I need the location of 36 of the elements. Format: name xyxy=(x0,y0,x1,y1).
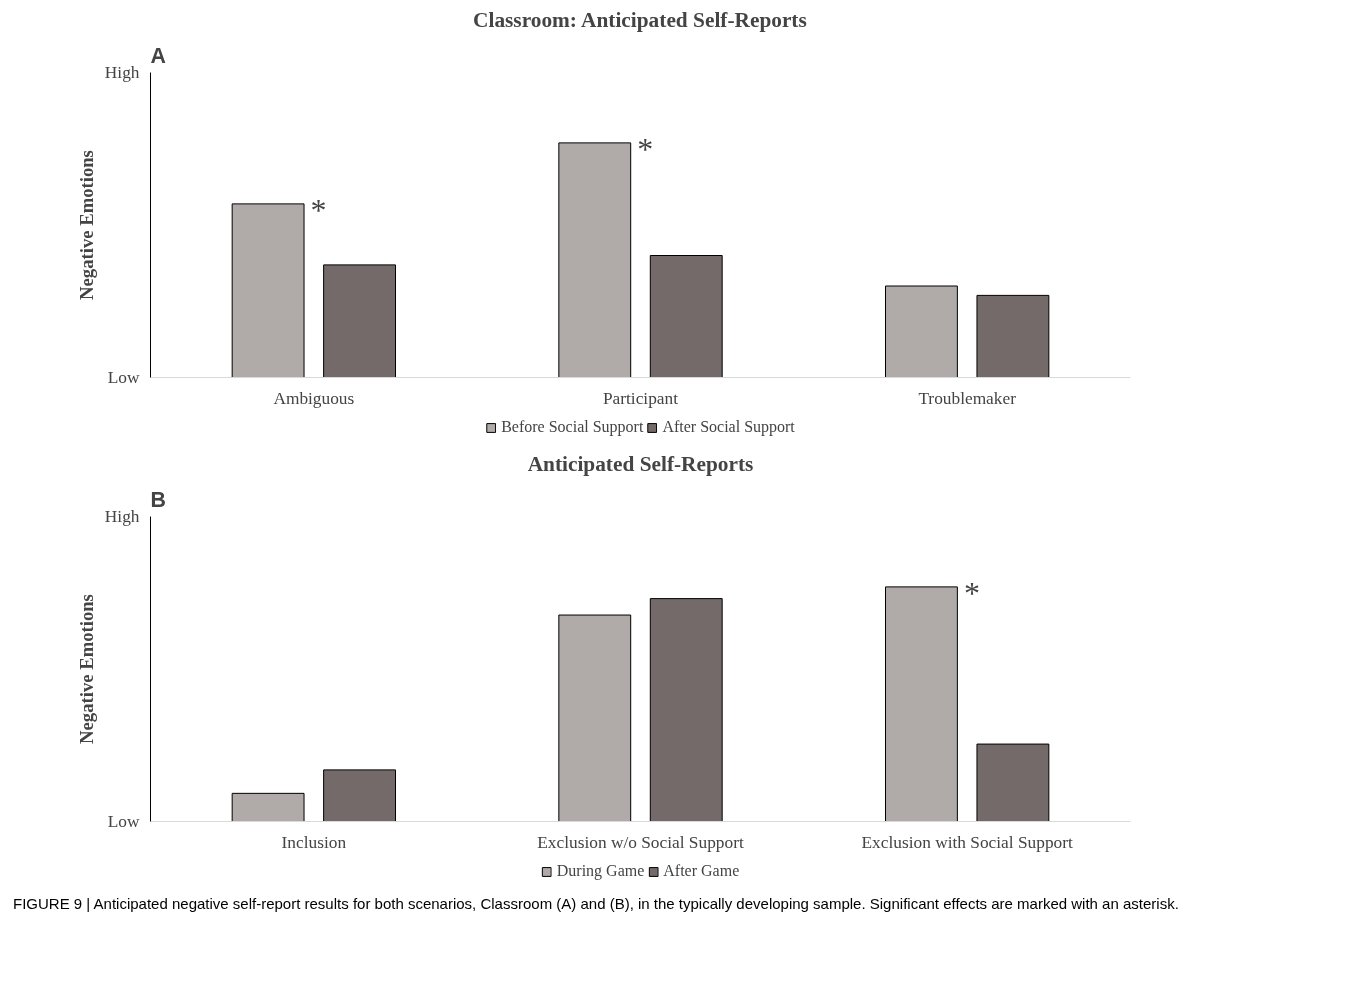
bar xyxy=(558,614,632,822)
chart-title: Anticipated Self-Reports xyxy=(527,451,754,476)
bar xyxy=(976,743,1050,822)
text: A xyxy=(150,43,166,68)
caption: FIGURE 9 | Anticipated negative self-report results for both scenarios, Classroom (A) and (B), in the typically developing sample. Significant effects are marked with an asterisk. xyxy=(13,894,1180,914)
bar xyxy=(885,285,958,378)
bar xyxy=(649,598,723,822)
bar xyxy=(323,264,396,378)
legend-label: Before Social Support xyxy=(501,418,644,436)
annotation: * xyxy=(963,574,980,611)
bar xyxy=(558,142,632,378)
text: B xyxy=(150,487,166,512)
y-axis-title: Negative Emotions xyxy=(75,150,97,300)
bar xyxy=(231,792,305,822)
x-tick-label: Inclusion xyxy=(281,832,347,852)
bar xyxy=(323,769,396,822)
y-axis-title: Negative Emotions xyxy=(75,594,97,744)
x-tick-label: Participant xyxy=(602,388,679,408)
text: Low xyxy=(107,368,140,387)
bar xyxy=(231,203,305,378)
legend-label: During Game xyxy=(556,862,645,880)
chart-title: Classroom: Anticipated Self-Reports xyxy=(473,7,807,32)
x-tick-label: Exclusion with Social Support xyxy=(861,832,1073,852)
x-tick-label: Troublemaker xyxy=(918,388,1017,408)
text: High xyxy=(104,507,140,526)
x-tick-label: Exclusion w/o Social Support xyxy=(537,832,744,852)
bar xyxy=(649,255,723,378)
text: High xyxy=(104,63,140,82)
legend-label: After Social Support xyxy=(662,418,795,436)
annotation: * xyxy=(637,130,654,167)
text: Low xyxy=(107,812,140,831)
bar xyxy=(976,294,1050,378)
bar xyxy=(885,586,958,822)
annotation: * xyxy=(310,191,327,228)
x-tick-label: Ambiguous xyxy=(273,388,355,408)
legend-label: After Game xyxy=(663,862,740,880)
